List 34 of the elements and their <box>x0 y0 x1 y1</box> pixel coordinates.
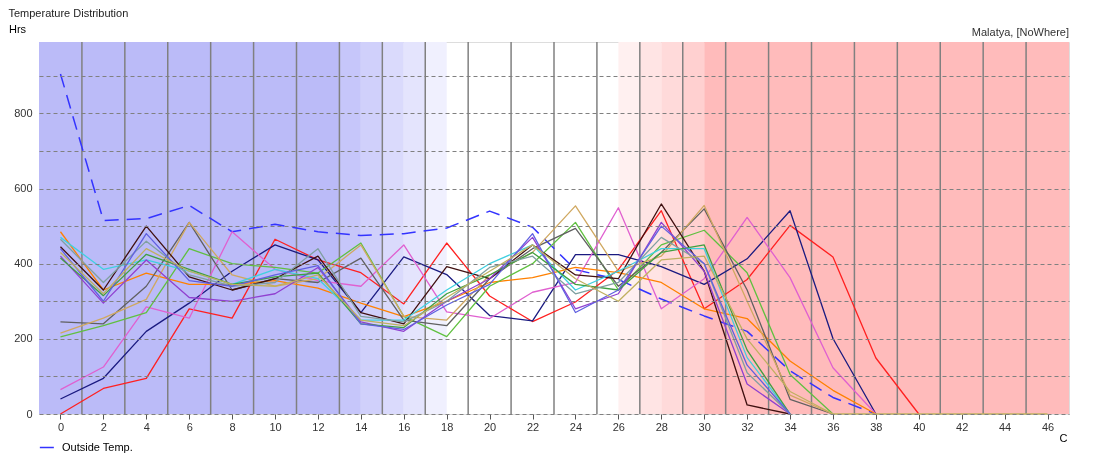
x-tick-label: 26 <box>612 420 625 433</box>
x-tick-label: 40 <box>913 420 926 433</box>
x-tick-label: 20 <box>484 420 497 433</box>
chart-title: Temperature Distribution <box>8 7 129 19</box>
x-tick-label: 4 <box>143 420 150 433</box>
x-tick-label: 14 <box>355 420 368 433</box>
x-tick-label: 6 <box>186 420 193 433</box>
x-tick-label: 2 <box>100 420 107 433</box>
x-tick-label: 44 <box>999 420 1012 433</box>
y-tick-label: 600 <box>14 182 33 195</box>
x-tick-label: 10 <box>269 420 282 433</box>
x-tick-label: 18 <box>441 420 454 433</box>
x-tick-label: 30 <box>698 420 711 433</box>
x-axis-title: C <box>1059 431 1068 444</box>
x-tick-label: 42 <box>956 420 969 433</box>
x-tick-label: 16 <box>398 420 411 433</box>
x-tick-label: 22 <box>526 420 540 433</box>
x-tick-label: 32 <box>741 420 754 433</box>
y-axis-title: Hrs <box>8 22 27 35</box>
chart-subtitle: Malatya, [NoWhere] <box>971 26 1069 38</box>
x-tick-label: 34 <box>784 420 797 433</box>
x-tick-label: 0 <box>57 420 65 433</box>
x-tick-label: 38 <box>870 420 883 433</box>
y-tick-label: 0 <box>26 407 33 420</box>
x-tick-label: 8 <box>229 420 236 433</box>
y-tick-label: 800 <box>14 106 33 119</box>
y-tick-label: 200 <box>14 332 33 345</box>
x-tick-label: 12 <box>312 420 325 433</box>
x-tick-label: 28 <box>655 420 668 433</box>
y-tick-label: 400 <box>14 257 33 270</box>
x-tick-label: 46 <box>1041 420 1055 433</box>
x-tick-label: 24 <box>569 420 583 433</box>
legend-label: Outside Temp. <box>62 440 133 453</box>
x-tick-label: 36 <box>827 420 840 433</box>
